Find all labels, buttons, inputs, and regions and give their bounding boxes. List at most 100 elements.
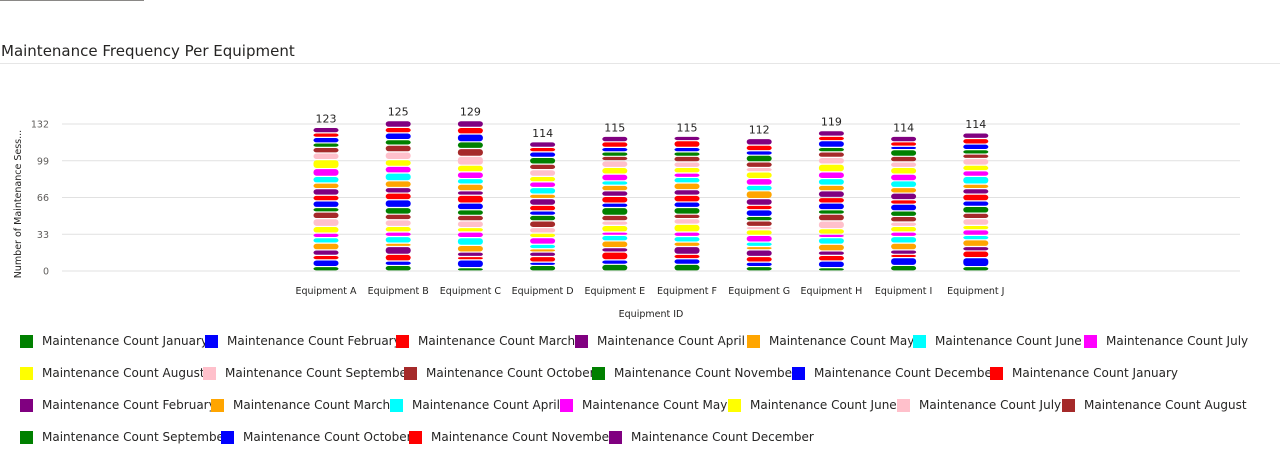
bar-segment[interactable]: [457, 156, 483, 165]
bar-segment[interactable]: [313, 127, 339, 133]
bar-segment[interactable]: [313, 169, 339, 176]
bar-segment[interactable]: [530, 170, 556, 176]
bar-segment[interactable]: [457, 165, 483, 172]
bar-segment[interactable]: [746, 247, 772, 250]
bar-segment[interactable]: [891, 254, 917, 258]
bar-segment[interactable]: [818, 256, 844, 261]
bar-segment[interactable]: [385, 140, 411, 145]
bar-segment[interactable]: [674, 208, 700, 214]
legend-item[interactable]: Maintenance Count January: [990, 364, 1178, 382]
bar-segment[interactable]: [891, 217, 917, 222]
bar-segment[interactable]: [891, 174, 917, 181]
bar-segment[interactable]: [385, 227, 411, 232]
legend-item[interactable]: Maintenance Count May: [560, 396, 727, 414]
bar-segment[interactable]: [385, 145, 411, 152]
bar-segment[interactable]: [891, 150, 917, 156]
bar-segment[interactable]: [457, 121, 483, 127]
bar-segment[interactable]: [963, 213, 989, 219]
bar-segment[interactable]: [385, 261, 411, 265]
bar-segment[interactable]: [674, 247, 700, 254]
bar-segment[interactable]: [891, 136, 917, 142]
bar-segment[interactable]: [891, 204, 917, 211]
bar-segment[interactable]: [313, 227, 339, 233]
bar-segment[interactable]: [963, 165, 989, 171]
bar-segment[interactable]: [530, 147, 556, 152]
bar-segment[interactable]: [385, 193, 411, 200]
bar-segment[interactable]: [746, 217, 772, 221]
bar-segment[interactable]: [602, 232, 628, 235]
bar-segment[interactable]: [674, 156, 700, 162]
legend-item[interactable]: Maintenance Count October: [404, 364, 595, 382]
bar-segment[interactable]: [530, 249, 556, 252]
legend-item[interactable]: Maintenance Count March: [396, 332, 575, 350]
bar-segment[interactable]: [530, 205, 556, 211]
bar-segment[interactable]: [674, 202, 700, 207]
bar-segment[interactable]: [313, 183, 339, 188]
bar-segment[interactable]: [530, 158, 556, 164]
bar-segment[interactable]: [963, 207, 989, 213]
bar-segment[interactable]: [891, 243, 917, 250]
bar-segment[interactable]: [530, 152, 556, 157]
bar-segment[interactable]: [457, 221, 483, 227]
bar-segment[interactable]: [818, 261, 844, 268]
bar-segment[interactable]: [602, 208, 628, 215]
bar-segment[interactable]: [385, 243, 411, 246]
bar-segment[interactable]: [746, 168, 772, 172]
bar-segment[interactable]: [818, 214, 844, 221]
bar-segment[interactable]: [746, 242, 772, 246]
bar-segment[interactable]: [746, 250, 772, 256]
bar-segment[interactable]: [457, 252, 483, 256]
bar-segment[interactable]: [818, 147, 844, 152]
bar-segment[interactable]: [385, 152, 411, 160]
bar-segment[interactable]: [746, 230, 772, 235]
bar-segment[interactable]: [891, 168, 917, 174]
bar-segment[interactable]: [746, 227, 772, 230]
bar-segment[interactable]: [746, 139, 772, 145]
bar-segment[interactable]: [818, 131, 844, 136]
bar-segment[interactable]: [818, 158, 844, 164]
bar-segment[interactable]: [963, 176, 989, 184]
bar-segment[interactable]: [530, 164, 556, 170]
bar-segment[interactable]: [746, 145, 772, 151]
bar-segment[interactable]: [746, 162, 772, 167]
bar-segment[interactable]: [385, 127, 411, 133]
bar-segment[interactable]: [602, 147, 628, 152]
bar-segment[interactable]: [674, 190, 700, 195]
bar-segment[interactable]: [530, 188, 556, 194]
bar-segment[interactable]: [530, 262, 556, 265]
bar-segment[interactable]: [457, 268, 483, 271]
bar-segment[interactable]: [385, 232, 411, 236]
bar-segment[interactable]: [457, 260, 483, 268]
legend-item[interactable]: Maintenance Count April: [575, 332, 745, 350]
bar-segment[interactable]: [602, 225, 628, 232]
bar-segment[interactable]: [818, 185, 844, 191]
bar-segment[interactable]: [457, 195, 483, 203]
bar-segment[interactable]: [385, 160, 411, 166]
bar-segment[interactable]: [530, 215, 556, 221]
bar-segment[interactable]: [457, 184, 483, 191]
legend-item[interactable]: Maintenance Count September: [203, 364, 412, 382]
bar-segment[interactable]: [963, 194, 989, 201]
bar-segment[interactable]: [457, 149, 483, 156]
bar-segment[interactable]: [891, 181, 917, 187]
bar-segment[interactable]: [818, 191, 844, 197]
bar-segment[interactable]: [457, 238, 483, 245]
bar-segment[interactable]: [963, 133, 989, 138]
bar-segment[interactable]: [963, 230, 989, 235]
bar-segment[interactable]: [313, 208, 339, 212]
bar-segment[interactable]: [385, 237, 411, 243]
bar-segment[interactable]: [674, 178, 700, 183]
bar-segment[interactable]: [385, 266, 411, 271]
bar-segment[interactable]: [313, 219, 339, 226]
bar-segment[interactable]: [313, 212, 339, 219]
bar-segment[interactable]: [313, 238, 339, 243]
bar-segment[interactable]: [963, 219, 989, 225]
bar-segment[interactable]: [891, 258, 917, 265]
bar-segment[interactable]: [674, 264, 700, 271]
bar-segment[interactable]: [602, 252, 628, 260]
bar-segment[interactable]: [385, 220, 411, 226]
legend-item[interactable]: Maintenance Count September: [20, 428, 229, 446]
bar-segment[interactable]: [385, 188, 411, 193]
legend-item[interactable]: Maintenance Count February: [205, 332, 401, 350]
bar-segment[interactable]: [674, 168, 700, 173]
